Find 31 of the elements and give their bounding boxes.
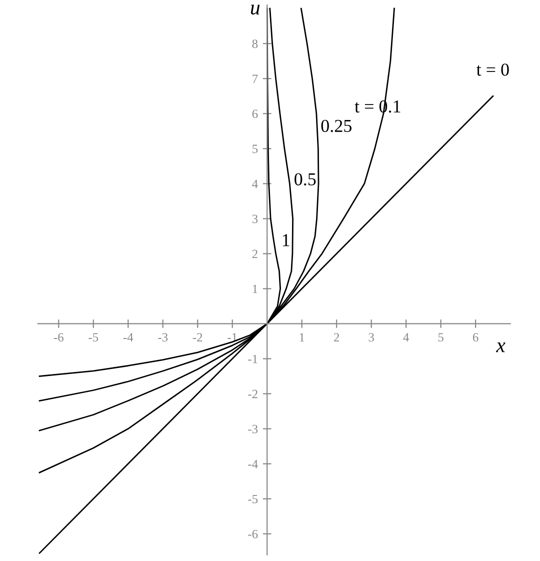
x-tick-label: 4 [403,333,409,342]
series-label: 0.25 [321,120,352,132]
y-tick-label: 1 [252,284,258,294]
y-tick-label: 5 [252,144,258,154]
y-tick-label: 3 [252,214,258,224]
y-tick-label: -6 [248,530,258,538]
y-tick-label: 4 [252,180,258,188]
x-tick-label: 6 [472,333,478,342]
y-tick-label: -2 [248,390,258,398]
x-tick-label: -2 [192,333,202,342]
series-label: 0.5 [294,173,316,186]
x-tick-label: -6 [54,333,64,342]
x-tick-label: -5 [88,333,98,342]
x-tick-label: 1 [300,333,304,342]
x-axis-title: x [496,342,506,352]
x-tick-label: -4 [123,333,134,342]
y-axis-title: u [250,4,260,15]
y-tick-label: -4 [248,460,258,468]
series-label: 1 [282,234,290,246]
x-tick-label: 2 [334,333,340,342]
y-tick-label: 6 [252,110,258,118]
y-tick-label: -3 [248,424,258,434]
x-tick-label: -3 [158,333,168,342]
y-tick-label: 8 [252,40,258,48]
y-tick-label: 2 [252,250,258,258]
series-label: t = 0 [476,64,509,76]
x-tick-label: 3 [368,333,374,342]
y-tick-label: -1 [248,354,258,364]
y-tick-label: 7 [252,74,258,83]
y-tick-label: -5 [248,494,258,504]
x-tick-label: 5 [438,333,444,342]
